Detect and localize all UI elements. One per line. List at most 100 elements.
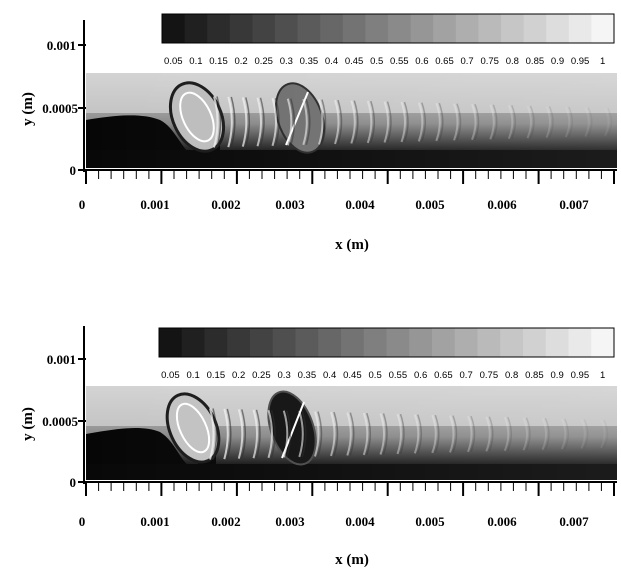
colorbar-label: 0.45 xyxy=(345,56,364,67)
colorbar-cell xyxy=(320,14,344,43)
y-tick-label: 0.0005 xyxy=(42,101,78,116)
x-tick-label: 0.001 xyxy=(140,197,169,212)
colorbar-cell xyxy=(591,14,615,43)
colorbar-label: 0.35 xyxy=(300,56,319,67)
colorbar-cell xyxy=(181,328,205,357)
colorbar-cell xyxy=(388,14,412,43)
x-tick-label: 0.004 xyxy=(345,197,375,212)
colorbar-cell xyxy=(227,328,251,357)
colorbar-cell xyxy=(159,328,183,357)
colorbar-cell xyxy=(568,328,592,357)
colorbar-label: 0.55 xyxy=(389,370,408,381)
colorbar-cell xyxy=(455,14,479,43)
x-tick-label: 0.006 xyxy=(487,514,517,529)
colorbar-2: 0.05 0.1 0.15 0.2 0.25 0.3 0.35 0.4 0.45 0.5 0.55 0… xyxy=(158,327,615,381)
colorbar-label: 0.85 xyxy=(525,370,544,381)
colorbar-label: 0.8 xyxy=(506,56,519,67)
colorbar-cell xyxy=(250,328,274,357)
x-tick-label: 0.002 xyxy=(211,514,240,529)
colorbar-label: 0.45 xyxy=(343,370,362,381)
x-tick-label: 0.003 xyxy=(275,514,305,529)
y-axis-label: y (m) xyxy=(20,92,36,126)
colorbar-cell xyxy=(523,328,547,357)
colorbar-cell xyxy=(275,14,299,43)
x-tick-label: 0.005 xyxy=(415,514,445,529)
colorbar-cell xyxy=(432,328,456,357)
colorbar-label: 0.65 xyxy=(435,56,454,67)
colorbar-cell xyxy=(545,328,569,357)
colorbar-cell xyxy=(342,14,366,43)
colorbar-label: 0.95 xyxy=(571,56,590,67)
x-tick-label: 0.002 xyxy=(211,197,240,212)
colorbar-label: 0.2 xyxy=(234,56,247,67)
colorbar-label: 0.95 xyxy=(571,370,590,381)
x-tick-label: 0.004 xyxy=(345,514,375,529)
x-tick-label: 0.003 xyxy=(275,197,305,212)
colorbar-cell xyxy=(546,14,570,43)
colorbar-label: 0.3 xyxy=(278,370,291,381)
y-tick-label: 0 xyxy=(70,475,77,490)
x-tick-label: 0 xyxy=(79,197,86,212)
panel-1: 0.05 0.1 0.15 0.2 0.25 0.3 0.35 0.4 0.45 0.5 0.55 0… xyxy=(20,13,617,253)
colorbar-frame xyxy=(161,13,615,44)
x-axis-label: x (m) xyxy=(335,237,369,253)
colorbar-cell xyxy=(297,14,321,43)
colorbar-cell xyxy=(204,328,228,357)
colorbar-label: 0.5 xyxy=(370,56,383,67)
colorbar-label: 0.3 xyxy=(280,56,293,67)
colorbar-label: 0.7 xyxy=(460,370,473,381)
colorbar-cell xyxy=(318,328,342,357)
colorbar-cell xyxy=(501,14,525,43)
colorbar-cell xyxy=(477,328,501,357)
y-axis-label: y (m) xyxy=(20,407,36,441)
colorbar-1: 0.05 0.1 0.15 0.2 0.25 0.3 0.35 0.4 0.45 0.5 0.55 0… xyxy=(161,13,615,67)
colorbar-label: 0.7 xyxy=(460,56,473,67)
colorbar-cell xyxy=(478,14,502,43)
colorbar-label: 0.75 xyxy=(480,56,499,67)
colorbar-label: 0.15 xyxy=(207,370,226,381)
x-tick-label: 0.007 xyxy=(559,514,589,529)
colorbar-cell xyxy=(363,328,387,357)
colorbar-cell xyxy=(184,14,208,43)
colorbar-cell xyxy=(523,14,547,43)
colorbar-label: 0.8 xyxy=(505,370,518,381)
flow-field-1 xyxy=(86,73,617,168)
colorbar-cell xyxy=(433,14,457,43)
colorbar-label: 0.25 xyxy=(252,370,271,381)
axes-2: 0 0.001 0.002 0.003 0.004 0.005 0.006 0.… xyxy=(20,326,617,568)
x-tick-label: 0 xyxy=(79,514,86,529)
colorbar-label: 0.55 xyxy=(390,56,409,67)
colorbar-cell xyxy=(162,14,186,43)
colorbar-label: 0.9 xyxy=(551,370,564,381)
colorbar-label: 0.9 xyxy=(551,56,564,67)
colorbar-label: 0.75 xyxy=(480,370,499,381)
panel-2: 0.05 0.1 0.15 0.2 0.25 0.3 0.35 0.4 0.45 0.5 0.55 0… xyxy=(20,326,617,568)
colorbar-cell xyxy=(454,328,478,357)
colorbar-cell xyxy=(568,14,592,43)
colorbar-label: 0.4 xyxy=(323,370,336,381)
colorbar-label: 0.6 xyxy=(415,56,428,67)
colorbar-label: 0.05 xyxy=(164,56,183,67)
colorbar-label: 0.35 xyxy=(298,370,317,381)
colorbar-label: 0.65 xyxy=(434,370,453,381)
y-tick-label: 0.001 xyxy=(47,352,76,367)
colorbar-cell xyxy=(252,14,276,43)
colorbar-label: 0.85 xyxy=(526,56,545,67)
x-tick-label: 0.007 xyxy=(559,197,589,212)
colorbar-cell xyxy=(591,328,615,357)
axes-1: 0 0.001 0.002 0.003 0.004 0.005 0.006 0.… xyxy=(20,20,617,253)
colorbar-cell xyxy=(386,328,410,357)
y-tick-label: 0.001 xyxy=(47,38,76,53)
colorbar-label: 1 xyxy=(600,56,605,67)
colorbar-cell xyxy=(341,328,365,357)
colorbar-cell xyxy=(410,14,434,43)
colorbar-label: 0.5 xyxy=(369,370,382,381)
colorbar-cell xyxy=(365,14,389,43)
colorbar-label: 0.15 xyxy=(209,56,228,67)
x-tick-label: 0.006 xyxy=(487,197,517,212)
colorbar-label: 0.25 xyxy=(254,56,273,67)
y-tick-label: 0.0005 xyxy=(42,414,78,429)
colorbar-label: 0.1 xyxy=(187,370,200,381)
colorbar-label: 0.2 xyxy=(232,370,245,381)
flow-field-2 xyxy=(86,386,617,480)
